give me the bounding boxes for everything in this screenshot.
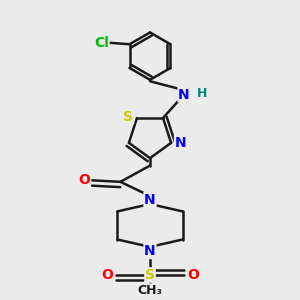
Text: H: H: [197, 87, 208, 100]
Text: N: N: [175, 136, 186, 150]
Text: N: N: [178, 88, 190, 102]
Text: O: O: [78, 173, 90, 188]
Text: S: S: [145, 268, 155, 282]
Text: O: O: [101, 268, 113, 282]
Text: O: O: [187, 268, 199, 282]
Text: CH₃: CH₃: [137, 284, 163, 297]
Text: N: N: [144, 244, 156, 258]
Text: S: S: [123, 110, 134, 124]
Text: N: N: [144, 193, 156, 207]
Text: Cl: Cl: [94, 36, 109, 50]
